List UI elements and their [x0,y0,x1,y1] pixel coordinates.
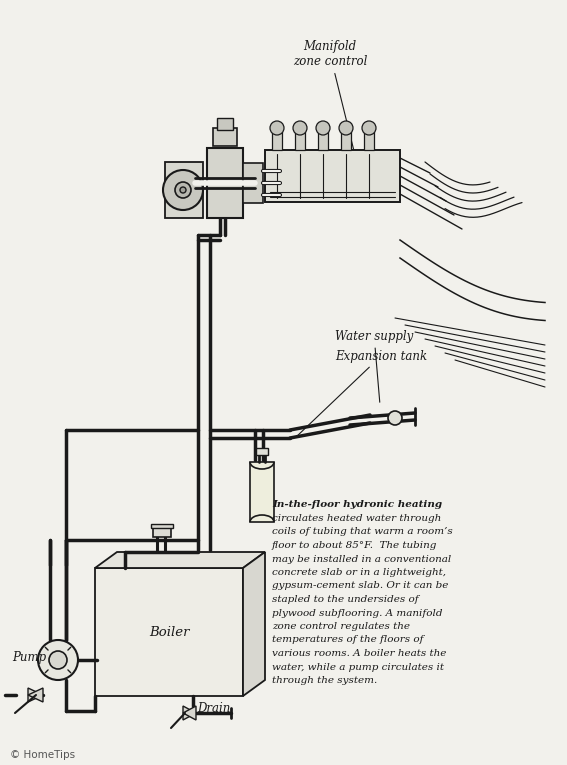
Text: circulates heated water through: circulates heated water through [272,514,441,523]
Text: plywood subflooring. A manifold: plywood subflooring. A manifold [272,608,442,617]
Text: concrete slab or in a lightweight,: concrete slab or in a lightweight, [272,568,446,577]
Circle shape [339,121,353,135]
Polygon shape [243,163,263,203]
Circle shape [362,121,376,135]
Text: gypsum-cement slab. Or it can be: gypsum-cement slab. Or it can be [272,581,448,591]
Text: Expansion tank: Expansion tank [297,350,427,436]
Text: Drain: Drain [197,702,230,715]
Polygon shape [250,462,274,522]
Bar [153,526,171,537]
Circle shape [316,121,330,135]
Polygon shape [95,568,243,696]
Text: stapled to the undersides of: stapled to the undersides of [272,595,418,604]
Text: water, while a pump circulates it: water, while a pump circulates it [272,662,444,672]
Polygon shape [183,706,196,720]
Circle shape [38,640,78,680]
Polygon shape [183,706,196,720]
Text: zone control regulates the: zone control regulates the [272,622,410,631]
Bar [217,118,233,130]
Bar [213,128,237,146]
Text: may be installed in a conventional: may be installed in a conventional [272,555,451,564]
Polygon shape [265,150,400,202]
Polygon shape [28,688,43,702]
Text: through the system.: through the system. [272,676,377,685]
Bar [364,132,374,150]
Circle shape [49,651,67,669]
Polygon shape [28,688,43,702]
Circle shape [163,170,203,210]
Bar [341,132,351,150]
Bar [272,132,282,150]
Circle shape [270,121,284,135]
Text: © HomeTips: © HomeTips [10,750,75,760]
Text: floor to about 85°F.  The tubing: floor to about 85°F. The tubing [272,541,437,550]
Bar [256,448,268,455]
Text: Pump: Pump [12,652,46,665]
Polygon shape [207,148,243,218]
Circle shape [388,411,402,425]
Polygon shape [243,552,265,696]
Text: coils of tubing that warm a room’s: coils of tubing that warm a room’s [272,528,453,536]
Circle shape [175,182,191,198]
Bar [295,132,305,150]
Bar [318,132,328,150]
Polygon shape [165,162,203,218]
Text: various rooms. A boiler heats the: various rooms. A boiler heats the [272,649,446,658]
Polygon shape [95,552,265,568]
Text: In-the-floor hydronic heating: In-the-floor hydronic heating [272,500,442,509]
Text: Water supply: Water supply [335,330,413,402]
Text: Boiler: Boiler [149,626,189,639]
Text: temperatures of the floors of: temperatures of the floors of [272,636,424,644]
Circle shape [180,187,186,193]
Text: Manifold
zone control: Manifold zone control [293,40,367,152]
Circle shape [293,121,307,135]
Bar [151,524,173,528]
